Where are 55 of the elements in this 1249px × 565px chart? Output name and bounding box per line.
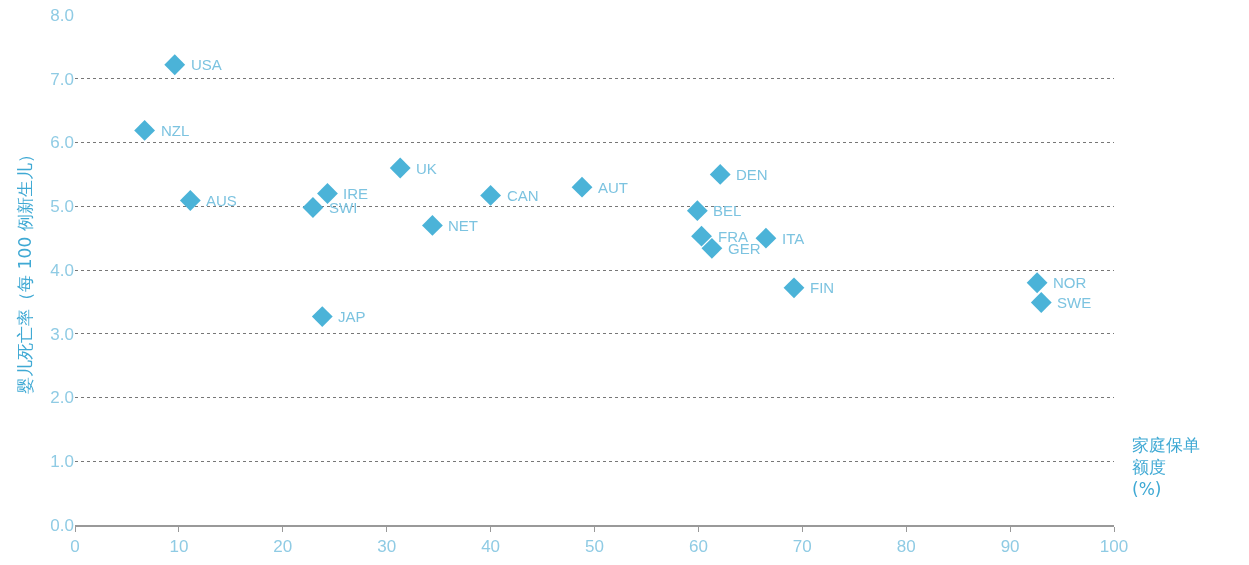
x-tick-label: 100 [1099,537,1129,557]
annotation: FRA [718,228,748,245]
point [311,306,333,327]
y-tick-label: 3.0 [50,324,74,344]
x-axis-title: 家庭保单额度(%) [1132,435,1200,500]
x-tick-label: 60 [688,537,708,557]
annotation: ITA [782,230,805,247]
point [164,54,186,76]
point [1030,292,1052,313]
annotation: UK [416,160,437,177]
annotation: SWI [329,199,358,216]
annotation: JAP [338,308,366,325]
y-tick-label: 0.0 [50,515,74,535]
point [422,214,443,236]
annotation: IRE [343,185,369,202]
point [389,157,411,179]
y-tick-label: 8.0 [50,5,74,25]
x-tick-label: 80 [896,537,916,557]
x-tick-label: 90 [1000,537,1020,557]
annotation: BEL [713,202,742,219]
x-tick-label: 70 [792,537,812,557]
point [783,277,805,299]
y-tick-label: 1.0 [50,452,74,472]
y-tick-label: 7.0 [50,69,74,89]
annotation: AUS [206,192,237,209]
x-tick-label: 10 [169,537,189,557]
annotation: AUT [598,179,628,196]
x-tick-label: 20 [273,537,293,557]
point [709,163,731,185]
annotation: DEN [736,166,768,183]
point [1026,272,1048,294]
x-tick-label: 50 [585,537,604,557]
x-tick-label: 30 [377,537,397,557]
annotation: NOR [1053,274,1087,291]
point [686,200,708,222]
x-tick-label: 0 [70,537,80,557]
y-tick-label: 6.0 [50,133,74,153]
point [179,190,201,211]
annotation: CAN [507,187,539,204]
annotation: FIN [810,279,835,296]
y-axis-title: 婴儿死亡率（每 100 例新生儿） [15,146,35,394]
point [317,183,338,204]
point [571,176,593,198]
annotation: SWE [1057,294,1092,311]
annotation: NET [448,217,478,234]
y-tick-label: 2.0 [50,388,74,408]
point [691,225,712,247]
x-tick-label: 40 [481,537,501,557]
annotation: USA [191,56,222,73]
point [480,185,501,206]
y-tick-label: 5.0 [50,197,74,217]
point [302,197,324,218]
annotation: NZL [161,122,190,139]
y-tick-label: 4.0 [50,260,74,280]
point [134,119,156,141]
